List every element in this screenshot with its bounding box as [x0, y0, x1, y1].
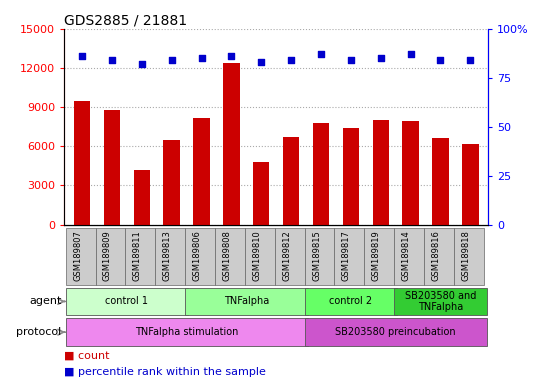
Bar [394, 288, 487, 315]
Point [78, 53, 86, 59]
Point [257, 59, 266, 65]
Text: GSM189809: GSM189809 [103, 230, 112, 281]
Bar [245, 228, 275, 285]
Bar [305, 228, 334, 285]
Text: GDS2885 / 21881: GDS2885 / 21881 [64, 14, 187, 28]
Bar [66, 318, 307, 346]
Point [466, 57, 475, 63]
Text: GSM189812: GSM189812 [282, 230, 291, 281]
Text: SB203580 and
TNFalpha: SB203580 and TNFalpha [405, 291, 476, 312]
Bar [95, 228, 126, 285]
Text: GSM189818: GSM189818 [461, 230, 470, 281]
Bar [373, 120, 389, 225]
Bar [133, 170, 150, 225]
Bar [104, 110, 120, 225]
Text: GSM189816: GSM189816 [431, 230, 440, 281]
Text: TNFalpha: TNFalpha [224, 296, 269, 306]
Text: GSM189819: GSM189819 [372, 230, 381, 281]
Bar [313, 123, 329, 225]
Bar [334, 228, 364, 285]
Point [406, 51, 415, 57]
Bar [163, 140, 180, 225]
Text: GSM189814: GSM189814 [402, 230, 411, 281]
Bar [305, 288, 397, 315]
Point [436, 57, 445, 63]
Bar [283, 137, 299, 225]
Bar [193, 118, 210, 225]
Bar [223, 63, 239, 225]
Text: GSM189811: GSM189811 [133, 230, 142, 281]
Point [316, 51, 325, 57]
Point [376, 55, 385, 61]
Bar [305, 318, 487, 346]
Text: ■ count: ■ count [64, 351, 110, 361]
Point [137, 61, 146, 67]
Point [167, 57, 176, 63]
Bar [155, 228, 185, 285]
Bar [185, 228, 215, 285]
Bar [424, 228, 454, 285]
Text: GSM189813: GSM189813 [163, 230, 172, 281]
Bar [74, 101, 90, 225]
Text: control 2: control 2 [329, 296, 372, 306]
Bar [253, 162, 270, 225]
Bar [394, 228, 424, 285]
Bar [364, 228, 394, 285]
Bar [66, 228, 95, 285]
Text: GSM189806: GSM189806 [193, 230, 201, 281]
Text: GSM189810: GSM189810 [252, 230, 261, 281]
Bar [185, 288, 307, 315]
Bar [454, 228, 484, 285]
Text: GSM189815: GSM189815 [312, 230, 321, 281]
Text: control 1: control 1 [105, 296, 148, 306]
Text: GSM189807: GSM189807 [73, 230, 82, 281]
Text: SB203580 preincubation: SB203580 preincubation [335, 327, 456, 337]
Point [197, 55, 206, 61]
Bar [432, 139, 449, 225]
Bar [215, 228, 245, 285]
Bar [126, 228, 155, 285]
Text: GSM189817: GSM189817 [342, 230, 351, 281]
Text: protocol: protocol [16, 327, 61, 337]
Text: agent: agent [29, 296, 61, 306]
Point [227, 53, 236, 59]
Bar [402, 121, 419, 225]
Text: TNFalpha stimulation: TNFalpha stimulation [135, 327, 238, 337]
Point [347, 57, 355, 63]
Bar [462, 144, 479, 225]
Point [108, 57, 117, 63]
Bar [343, 128, 359, 225]
Text: ■ percentile rank within the sample: ■ percentile rank within the sample [64, 367, 266, 377]
Bar [275, 228, 305, 285]
Text: GSM189808: GSM189808 [223, 230, 232, 281]
Bar [66, 288, 188, 315]
Point [287, 57, 296, 63]
